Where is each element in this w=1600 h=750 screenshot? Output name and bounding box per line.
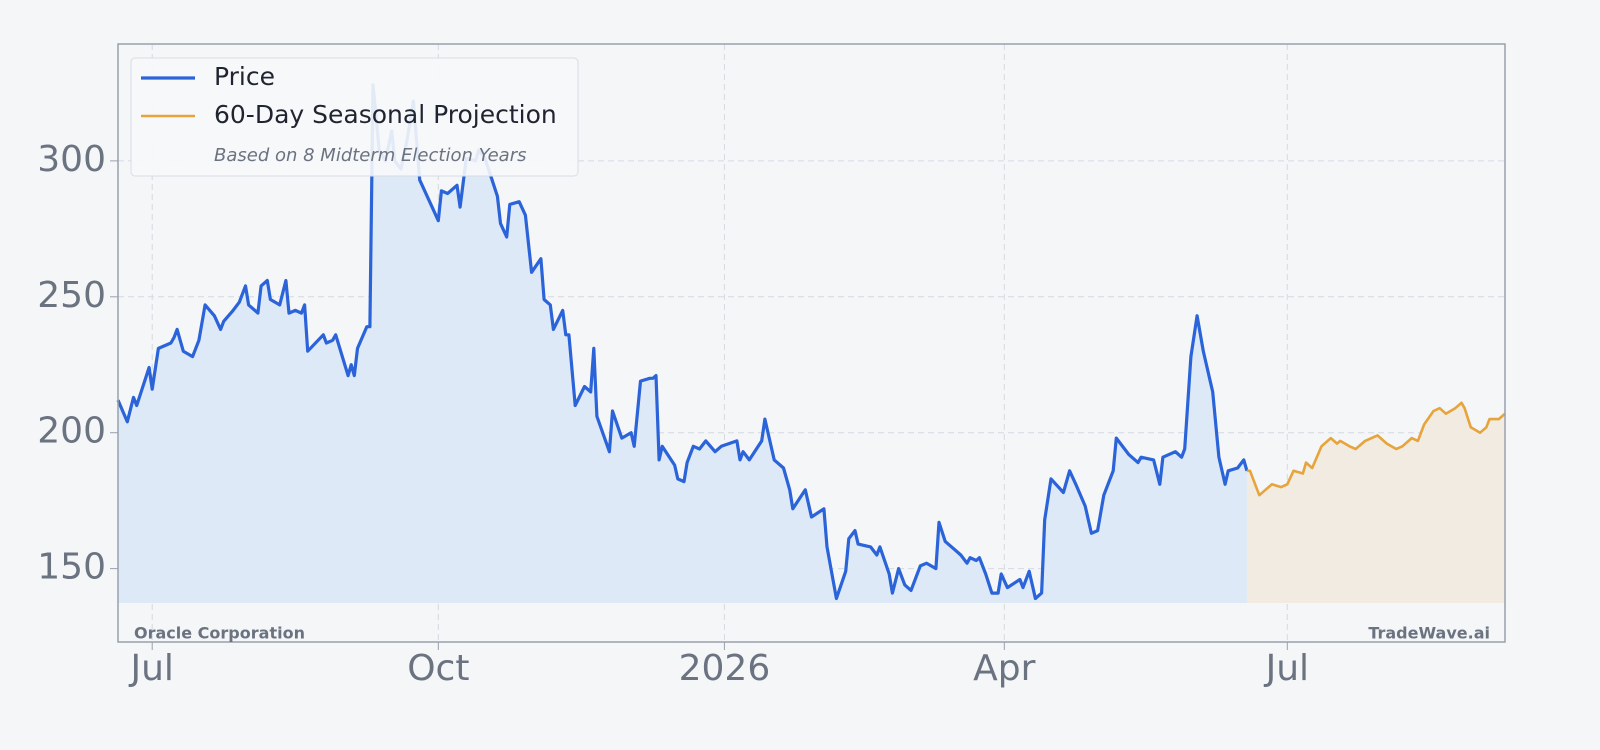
- y-tick-label: 200: [37, 411, 106, 452]
- plot-area: [116, 44, 1506, 642]
- y-tick-label: 250: [37, 275, 106, 316]
- y-tick-label: 300: [37, 139, 106, 180]
- watermark: TradeWave.ai: [1368, 624, 1490, 643]
- plot-border: [117, 43, 1506, 643]
- x-tick-label: Oct: [407, 648, 469, 689]
- x-tick-label: Jul: [1264, 648, 1309, 689]
- legend: Based on 8 Midterm Election Years Price 6…: [130, 57, 579, 177]
- legend-note: Based on 8 Midterm Election Years: [214, 145, 527, 166]
- company-label: Oracle Corporation: [134, 624, 305, 643]
- legend-box: [130, 57, 579, 177]
- y-tick-label: 150: [37, 547, 106, 588]
- area-fill: [118, 84, 1247, 604]
- line: [116, 83, 1249, 601]
- area-fill: [1246, 402, 1505, 603]
- legend-label: 60-Day Seasonal Projection: [214, 100, 557, 129]
- x-tick-label: 2026: [679, 648, 771, 689]
- line: [1246, 401, 1506, 497]
- x-tick-label: Jul: [128, 648, 173, 689]
- legend-label: Price: [214, 62, 275, 91]
- x-tick-label: Apr: [973, 648, 1035, 689]
